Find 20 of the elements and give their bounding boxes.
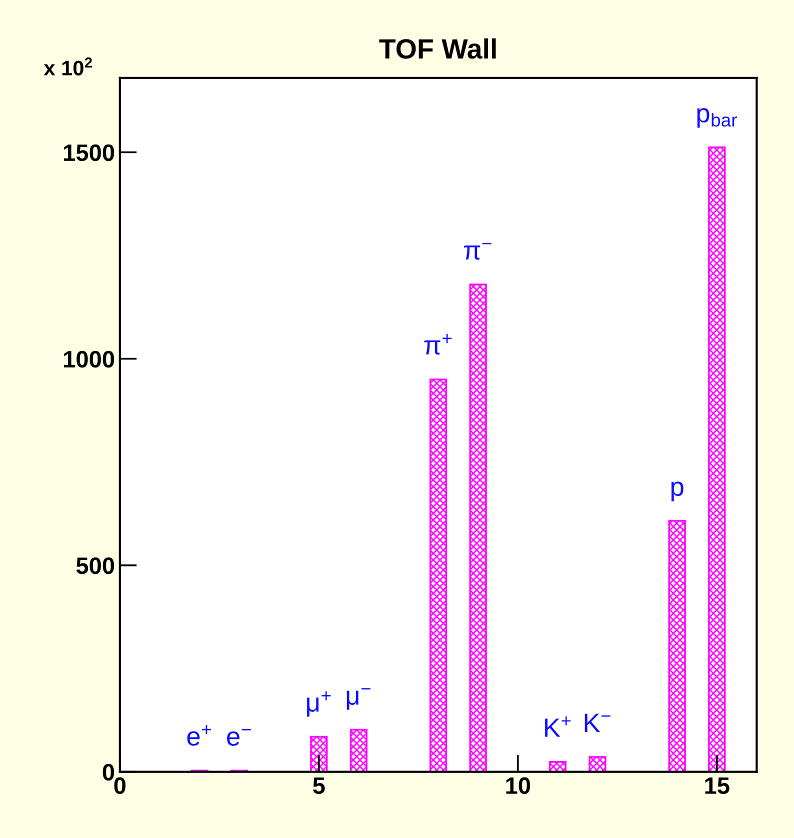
text: x 10$^{2}$ bbox=[44, 57, 92, 76]
annotation: p bbox=[671, 482, 684, 502]
annotation: K$^{−}$ bbox=[584, 714, 610, 732]
y-tick-label: 1000 bbox=[64, 350, 114, 368]
annotation: e$^{+}$ bbox=[187, 725, 211, 746]
annotation: e$^{−}$ bbox=[227, 729, 251, 746]
annotation: π$^{+}$ bbox=[424, 334, 452, 355]
chart-title: TOF Wall bbox=[379, 38, 496, 59]
x-tick-label: 5 bbox=[313, 778, 325, 794]
annotation: π$^{−}$ bbox=[464, 242, 492, 260]
y-tick-label: 0 bbox=[102, 764, 114, 781]
x-tick-label: 10 bbox=[506, 777, 530, 794]
annotation: K$^{+}$ bbox=[545, 716, 571, 737]
annotation: p$_{bar}$ bbox=[697, 108, 737, 128]
annotation: μ$^{−}$ bbox=[346, 688, 370, 710]
x-tick-label: 0 bbox=[114, 777, 126, 794]
x-tick-label: 15 bbox=[705, 778, 730, 794]
y-tick-label: 1500 bbox=[64, 144, 114, 162]
annotation: μ$^{+}$ bbox=[307, 691, 331, 717]
y-tick-label: 500 bbox=[76, 557, 114, 574]
